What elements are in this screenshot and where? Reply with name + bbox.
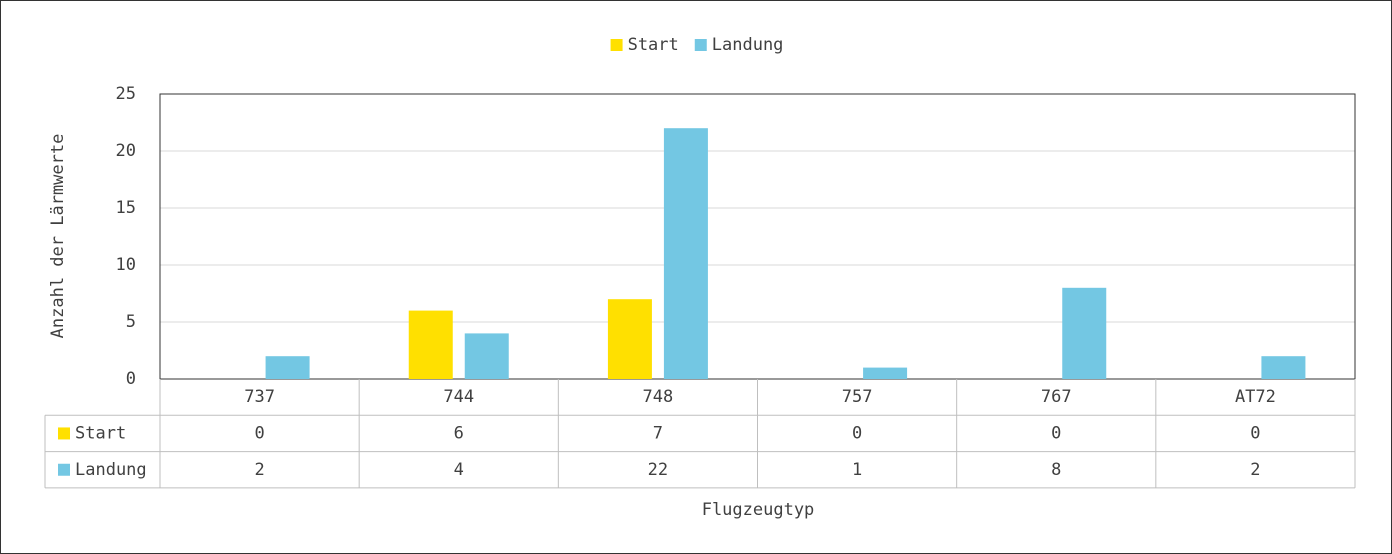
table-cell: 4 <box>454 460 464 480</box>
y-axis-title: Anzahl der Lärmwerte <box>48 134 68 339</box>
bar <box>607 299 652 379</box>
table-cell: 0 <box>1051 423 1061 443</box>
table-cell: 0 <box>852 423 862 443</box>
legend-key <box>610 39 623 51</box>
x-tick-label: 767 <box>1041 387 1072 407</box>
x-tick-label: 748 <box>643 387 674 407</box>
bar <box>1261 356 1306 379</box>
legend-key <box>694 39 707 51</box>
table-cell: 0 <box>1250 423 1260 443</box>
table-cell: 6 <box>454 423 464 443</box>
legend-label: Landung <box>712 35 784 55</box>
table-cell: 2 <box>1250 460 1260 480</box>
table-legend-key <box>58 463 70 476</box>
y-tick-label: 0 <box>126 369 136 389</box>
table-cell: 8 <box>1051 460 1061 480</box>
table-cell: 0 <box>254 423 264 443</box>
bar <box>408 310 453 379</box>
x-tick-label: 737 <box>244 387 275 407</box>
table-legend-key <box>58 427 70 440</box>
bar <box>1062 287 1107 379</box>
legend-item: Start <box>610 35 679 55</box>
y-tick-label: 5 <box>126 312 136 332</box>
x-axis-title: Flugzeugtyp <box>702 500 815 520</box>
plot-frame <box>159 93 1356 380</box>
y-tick-label: 10 <box>116 255 136 275</box>
x-tick-label: AT72 <box>1235 387 1276 407</box>
legend-label: Start <box>628 35 679 55</box>
table-cell: 7 <box>653 423 663 443</box>
legend-item: Landung <box>694 35 784 55</box>
table-cell: 1 <box>852 460 862 480</box>
bar <box>464 333 509 379</box>
table-cell: 22 <box>648 460 668 480</box>
x-tick-label: 744 <box>443 387 474 407</box>
bar <box>863 367 908 379</box>
table-row-label: Start <box>75 423 126 443</box>
y-tick-label: 15 <box>116 198 136 218</box>
y-tick-label: 25 <box>116 84 136 104</box>
table-cell: 2 <box>254 460 264 480</box>
table-row-label: Landung <box>75 460 147 480</box>
y-tick-label: 20 <box>116 141 136 161</box>
bar <box>265 356 310 379</box>
x-tick-label: 757 <box>842 387 873 407</box>
bar <box>663 128 708 379</box>
